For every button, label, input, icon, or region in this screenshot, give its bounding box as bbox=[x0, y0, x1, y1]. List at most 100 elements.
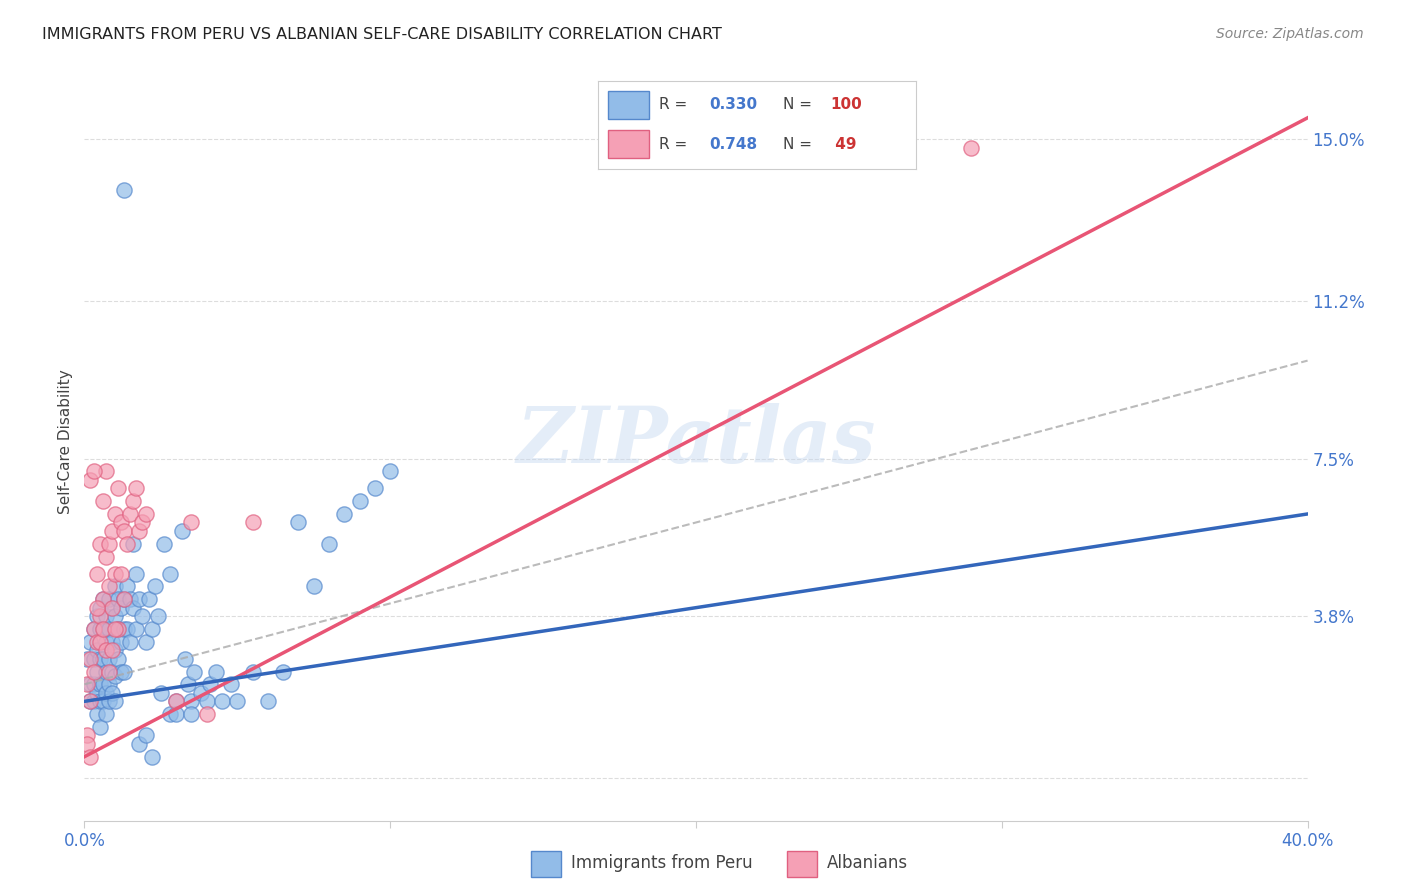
Point bbox=[94, 686, 117, 700]
Point bbox=[364, 482, 387, 496]
Point bbox=[125, 482, 148, 496]
Point bbox=[94, 464, 117, 478]
Point bbox=[135, 507, 157, 521]
Point bbox=[349, 494, 371, 508]
Point bbox=[79, 677, 101, 691]
Point bbox=[89, 600, 111, 615]
Point bbox=[177, 677, 200, 691]
Point bbox=[79, 634, 101, 648]
Point bbox=[257, 694, 280, 708]
Point bbox=[101, 524, 124, 538]
Point bbox=[131, 516, 153, 530]
Point bbox=[91, 694, 114, 708]
Point bbox=[104, 622, 127, 636]
Point bbox=[94, 665, 117, 679]
Point bbox=[110, 600, 132, 615]
Point bbox=[159, 566, 181, 581]
Point bbox=[94, 643, 117, 657]
Point bbox=[83, 622, 105, 636]
Point bbox=[94, 549, 117, 564]
Point bbox=[89, 537, 111, 551]
Point bbox=[101, 643, 124, 657]
Point bbox=[89, 609, 111, 624]
Point bbox=[110, 665, 132, 679]
Point bbox=[318, 537, 340, 551]
Point bbox=[101, 686, 124, 700]
Point bbox=[97, 579, 120, 593]
Point bbox=[115, 579, 138, 593]
Point bbox=[107, 482, 129, 496]
Point bbox=[128, 524, 150, 538]
Point bbox=[76, 677, 98, 691]
Point bbox=[91, 677, 114, 691]
Point bbox=[125, 622, 148, 636]
Point bbox=[183, 665, 205, 679]
Point bbox=[76, 737, 98, 751]
Point bbox=[135, 634, 157, 648]
Point bbox=[79, 749, 101, 764]
Point bbox=[122, 537, 145, 551]
Point bbox=[195, 707, 218, 722]
Point bbox=[91, 592, 114, 607]
Bar bbox=[531, 851, 561, 877]
Point bbox=[198, 677, 221, 691]
Point bbox=[122, 600, 145, 615]
Point bbox=[174, 652, 197, 666]
Point bbox=[86, 665, 108, 679]
Point bbox=[219, 677, 242, 691]
Point bbox=[242, 516, 264, 530]
Point bbox=[112, 524, 135, 538]
Point bbox=[101, 634, 124, 648]
Point bbox=[141, 622, 163, 636]
Point bbox=[122, 494, 145, 508]
Point bbox=[180, 694, 202, 708]
Point bbox=[91, 622, 114, 636]
Point bbox=[91, 592, 114, 607]
Y-axis label: Self-Care Disability: Self-Care Disability bbox=[58, 369, 73, 514]
Point bbox=[135, 728, 157, 742]
Point bbox=[960, 141, 983, 155]
Point bbox=[380, 464, 402, 478]
Point bbox=[110, 566, 132, 581]
Point bbox=[112, 183, 135, 197]
Point bbox=[91, 494, 114, 508]
Point bbox=[195, 694, 218, 708]
Point bbox=[86, 634, 108, 648]
Point bbox=[104, 579, 127, 593]
Point bbox=[83, 464, 105, 478]
Bar bbox=[787, 851, 817, 877]
Point bbox=[104, 566, 127, 581]
Point bbox=[89, 652, 111, 666]
Point bbox=[112, 592, 135, 607]
Point bbox=[153, 537, 176, 551]
Point bbox=[97, 622, 120, 636]
Point bbox=[104, 643, 127, 657]
Point bbox=[302, 579, 325, 593]
Point bbox=[120, 634, 142, 648]
Point bbox=[86, 643, 108, 657]
Text: Albanians: Albanians bbox=[827, 854, 908, 872]
Text: ZIPatlas: ZIPatlas bbox=[516, 403, 876, 480]
Point bbox=[79, 694, 101, 708]
Point bbox=[76, 728, 98, 742]
Point bbox=[112, 622, 135, 636]
Point bbox=[131, 609, 153, 624]
Point bbox=[180, 707, 202, 722]
Point bbox=[101, 600, 124, 615]
Point bbox=[138, 592, 160, 607]
Point bbox=[86, 707, 108, 722]
Text: Source: ZipAtlas.com: Source: ZipAtlas.com bbox=[1216, 27, 1364, 41]
Point bbox=[180, 516, 202, 530]
Point bbox=[165, 694, 187, 708]
Point bbox=[107, 622, 129, 636]
Point bbox=[172, 524, 194, 538]
Point bbox=[91, 652, 114, 666]
Point bbox=[89, 634, 111, 648]
Point bbox=[211, 694, 233, 708]
Point bbox=[149, 686, 172, 700]
Point bbox=[89, 677, 111, 691]
Point bbox=[83, 652, 105, 666]
Point bbox=[159, 707, 181, 722]
Point bbox=[271, 665, 294, 679]
Point bbox=[226, 694, 249, 708]
